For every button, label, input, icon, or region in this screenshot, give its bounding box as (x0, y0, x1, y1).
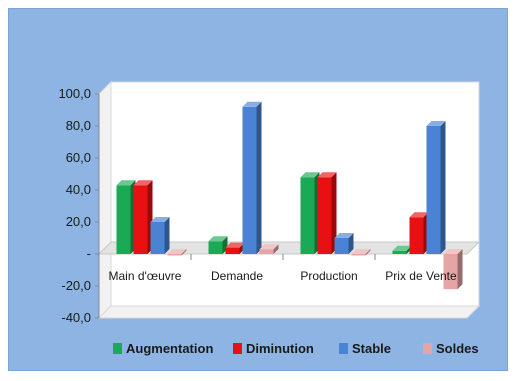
y-tick-label: - (87, 246, 91, 261)
bar (443, 249, 463, 290)
category-label: Prix de Vente (385, 269, 457, 283)
bar (242, 101, 262, 254)
bar (409, 212, 429, 254)
bar (150, 217, 170, 254)
category-labels: Main d'œuvre Demande Production Prix de Ven… (109, 254, 457, 283)
chart-frame: 100,0 80,0 60,0 40,0 20,0 - -20,0 -40,0 Main d'… (8, 8, 508, 371)
legend-label: Stable (352, 341, 391, 356)
y-tick-label: -40,0 (61, 310, 91, 325)
y-tick-label: 100,0 (58, 86, 91, 101)
bar (300, 172, 320, 254)
legend-item: Diminution (233, 341, 314, 356)
chart-floor (97, 94, 481, 318)
y-tick-label: 40,0 (66, 182, 91, 197)
legend-item: Augmentation (113, 341, 213, 356)
legend-swatch (339, 343, 348, 354)
y-tick-label: 80,0 (66, 118, 91, 133)
y-tick-label: 60,0 (66, 150, 91, 165)
category-label: Production (300, 269, 357, 283)
bar (351, 249, 371, 256)
bar (334, 233, 354, 254)
legend-swatch (423, 343, 432, 354)
bar (116, 180, 136, 254)
bar (317, 172, 337, 254)
legend-swatch (233, 343, 242, 354)
legend-label: Diminution (246, 341, 314, 356)
bar (133, 180, 153, 254)
category-label: Main d'œuvre (109, 269, 182, 283)
bar-chart: 100,0 80,0 60,0 40,0 20,0 - -20,0 -40,0 Main d'… (58, 80, 481, 356)
bar (426, 121, 446, 254)
plot-bottom-wall (97, 305, 481, 319)
y-tick-label: 20,0 (66, 214, 91, 229)
category-label: Demande (211, 269, 263, 283)
legend-label: Soldes (436, 341, 479, 356)
bar (208, 236, 228, 254)
legend-item: Stable (339, 341, 391, 356)
legend: Augmentation Diminution Stable Soldes (113, 341, 479, 356)
bars-group (116, 101, 463, 290)
legend-item: Soldes (423, 341, 479, 356)
bar (167, 249, 187, 256)
y-tick-label: -20,0 (61, 278, 91, 293)
legend-swatch (113, 343, 122, 354)
legend-label: Augmentation (126, 341, 213, 356)
y-axis-ticks: 100,0 80,0 60,0 40,0 20,0 - -20,0 -40,0 (58, 86, 99, 325)
bar (259, 244, 279, 254)
